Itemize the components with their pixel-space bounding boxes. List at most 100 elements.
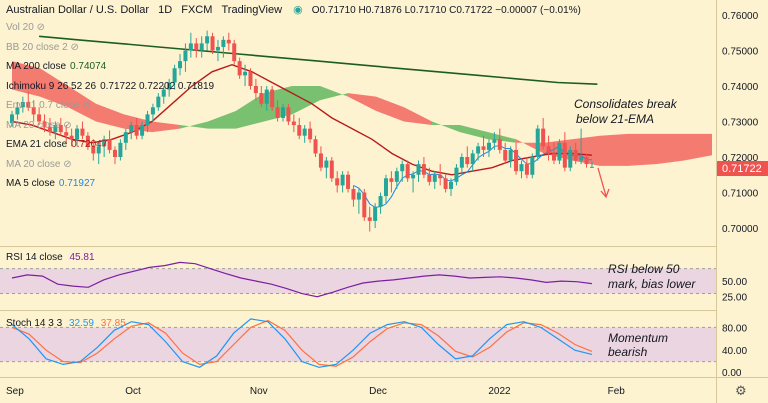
candle-body (42, 121, 47, 127)
stoch-name[interactable]: Stoch 14 3 3 (6, 318, 63, 329)
indicator-row[interactable]: Ichimoku 9 26 52 26 0.71722 0.72202 0.718… (6, 81, 214, 92)
candle-body (85, 135, 90, 147)
candle-body (145, 114, 150, 126)
symbol-title[interactable]: Australian Dollar / U.S. Dollar (6, 4, 150, 16)
candle-body (324, 160, 329, 168)
annotation-rsi-line2: mark, bias lower (608, 277, 696, 291)
candle-body (443, 178, 448, 189)
candle-body (167, 82, 172, 90)
candle-body (37, 114, 42, 122)
candle-body (58, 125, 63, 133)
candle-body (421, 164, 426, 175)
indicator-value: 0.71927 (58, 178, 96, 189)
rsi-name[interactable]: RSI 14 close (6, 252, 63, 263)
candle-body (237, 61, 242, 76)
candle-body (156, 96, 161, 108)
candle-body (351, 188, 356, 200)
candle-body (112, 149, 117, 157)
x-tick-label: Oct (125, 386, 141, 397)
candle-body (291, 121, 296, 126)
candle-body (107, 139, 112, 150)
candle-body (508, 149, 513, 161)
indicator-row[interactable]: Vol 20 ⊘ (6, 22, 45, 33)
indicator-row[interactable]: Env 11 0.7 close ⊘ (6, 100, 90, 111)
brand-label: TradingView (221, 4, 283, 16)
y-tick-label: 0.75000 (722, 47, 759, 58)
candle-body (405, 164, 410, 179)
candle-body (579, 157, 584, 161)
stoch-d-line (11, 319, 593, 367)
annotation-stoch-line2: bearish (608, 345, 648, 359)
candle-body (568, 149, 573, 168)
indicator-row[interactable]: MA 20 close ⊘ (6, 159, 72, 170)
indicator-row[interactable]: BB 20 close 2 ⊘ (6, 42, 79, 53)
candle-body (102, 139, 107, 147)
candle-body (427, 174, 432, 182)
candle-body (589, 166, 594, 168)
candle-body (140, 125, 145, 136)
candle-body (53, 125, 58, 133)
candle-body (449, 181, 454, 189)
indicator-label: MA 200 close (6, 61, 67, 72)
candle-body (335, 178, 340, 186)
hidden-eye-icon[interactable]: ⊘ (33, 22, 45, 33)
candle-body (454, 167, 459, 182)
ichimoku-cloud-segment (152, 121, 180, 133)
candle-body (552, 153, 556, 161)
candle-body (221, 39, 226, 47)
candle-body (514, 149, 519, 172)
candle-body (373, 206, 378, 221)
stoch-d-value: 37.85 (100, 318, 126, 329)
candle-body (91, 146, 96, 154)
candle-body (264, 89, 269, 104)
candle-body (486, 142, 491, 150)
annotation-main-line2: below 21-EMA (576, 112, 654, 126)
hidden-eye-icon[interactable]: ⊘ (60, 158, 72, 170)
rsi-line (11, 261, 592, 298)
indicator-row[interactable]: MA 5 close 0.71927 (6, 178, 95, 189)
candle-body (465, 157, 470, 165)
interval-label[interactable]: 1D (158, 4, 173, 16)
annotation-main-line1: Consolidates break (574, 97, 678, 111)
candle-body (416, 164, 421, 175)
indicator-value: 0.71722 0.72202 0.71819 (100, 80, 215, 92)
candle-body (492, 139, 497, 143)
candle-body (356, 192, 361, 200)
rsi-tick-label: 50.00 (722, 277, 747, 288)
stoch-k-value: 32.59 (68, 318, 94, 329)
candle-body (248, 71, 253, 86)
candle-body (329, 160, 334, 179)
candle-body (584, 157, 589, 165)
y-tick-label: 0.70000 (722, 224, 759, 235)
candle-body (69, 135, 74, 140)
candle-body (378, 196, 383, 207)
hidden-eye-icon[interactable]: ⊘ (60, 119, 72, 131)
indicator-row[interactable]: MA 200 close 0.74074 (6, 61, 106, 72)
candle-body (530, 157, 535, 175)
candle-body (557, 142, 562, 161)
candle-body (476, 146, 481, 154)
y-tick-label: 0.73000 (722, 118, 759, 129)
settings-gear-icon[interactable]: ⚙ (735, 384, 747, 399)
hidden-eye-icon[interactable]: ⊘ (67, 41, 79, 53)
candle-body (459, 157, 464, 168)
candle-body (562, 142, 567, 168)
candle-body (26, 101, 31, 108)
candle-body (96, 146, 101, 154)
candle-body (432, 174, 437, 182)
indicator-value: 0.72047 (71, 139, 108, 150)
rsi-tick-label: 25.00 (722, 293, 747, 304)
ichimoku-cloud-segment (68, 86, 96, 122)
indicator-row[interactable]: EMA 21 close 0.72047 (6, 139, 107, 150)
stoch-legend: Stoch 14 3 3 32.59 37.85 (6, 318, 126, 329)
ichimoku-cloud-segment (656, 133, 684, 165)
indicator-row[interactable]: MA 20 close ⊘ (6, 120, 72, 131)
ichimoku-cloud-segment (376, 96, 404, 122)
candle-body (194, 43, 199, 51)
ma200-line (39, 35, 598, 85)
hidden-eye-icon[interactable]: ⊘ (79, 100, 91, 111)
candle-body (215, 46, 220, 51)
candle-body (481, 146, 486, 150)
indicator-label: MA 20 close (6, 158, 61, 170)
